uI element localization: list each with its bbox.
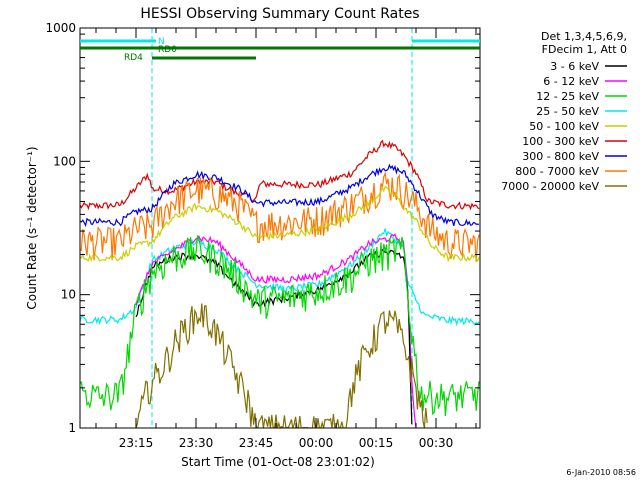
- x-axis-label: Start Time (01-Oct-08 23:01:02): [181, 455, 375, 469]
- legend-label-6: 300 - 800 keV: [522, 150, 599, 163]
- x-tick-label-2: 23:45: [239, 436, 274, 450]
- legend-label-8: 7000 - 20000 keV: [501, 180, 599, 193]
- flag-label-0: N: [158, 37, 165, 47]
- flag-label-1: RD0: [158, 45, 177, 55]
- x-tick-label-3: 00:00: [299, 436, 334, 450]
- y-tick-label-0: 1: [68, 421, 76, 435]
- axis-ticks: 1 10 100 1000 23:15 23:30 23:45 00:00 00:15 00:30: [45, 21, 480, 450]
- series-line-1: [80, 163, 480, 228]
- y-tick-label-1: 10: [61, 288, 76, 302]
- y-axis-label: Count Rate (s⁻¹ detector⁻¹): [25, 146, 39, 309]
- plot-frame: [79, 27, 481, 429]
- series-line-6: [135, 248, 413, 425]
- legend-label-2: 12 - 25 keV: [536, 90, 599, 103]
- legend-label-5: 100 - 300 keV: [522, 135, 599, 148]
- legend-label-7: 800 - 7000 keV: [515, 165, 599, 178]
- y-tick-label-3: 1000: [45, 21, 76, 35]
- series-line-3: [80, 185, 480, 263]
- series-line-7: [80, 235, 480, 417]
- legend-label-0: 3 - 6 keV: [550, 60, 599, 73]
- timestamp: 6-Jan-2010 08:56: [566, 468, 636, 477]
- series-line-8: [135, 303, 428, 428]
- legend-header-0: Det 1,3,4,5,6,9,: [541, 30, 627, 43]
- flag-label-2: RD4: [124, 53, 143, 63]
- legend-header-1: FDecim 1, Att 0: [542, 43, 627, 56]
- legend-label-4: 50 - 100 keV: [529, 120, 599, 133]
- legend: Det 1,3,4,5,6,9,FDecim 1, Att 0 3 - 6 keV…: [501, 30, 627, 193]
- x-tick-label-4: 00:15: [359, 436, 394, 450]
- legend-label-1: 6 - 12 keV: [543, 75, 599, 88]
- chart-title: HESSI Observing Summary Count Rates: [140, 6, 419, 22]
- series-line-5: [135, 233, 417, 428]
- series-line-4: [80, 228, 480, 327]
- legend-label-3: 25 - 50 keV: [536, 105, 599, 118]
- x-tick-label-5: 00:30: [419, 436, 454, 450]
- y-tick-label-2: 100: [53, 154, 76, 168]
- x-tick-label-1: 23:30: [179, 436, 214, 450]
- x-tick-label-0: 23:15: [119, 436, 154, 450]
- series-line-2: [80, 171, 480, 262]
- series-line-0: [80, 139, 480, 211]
